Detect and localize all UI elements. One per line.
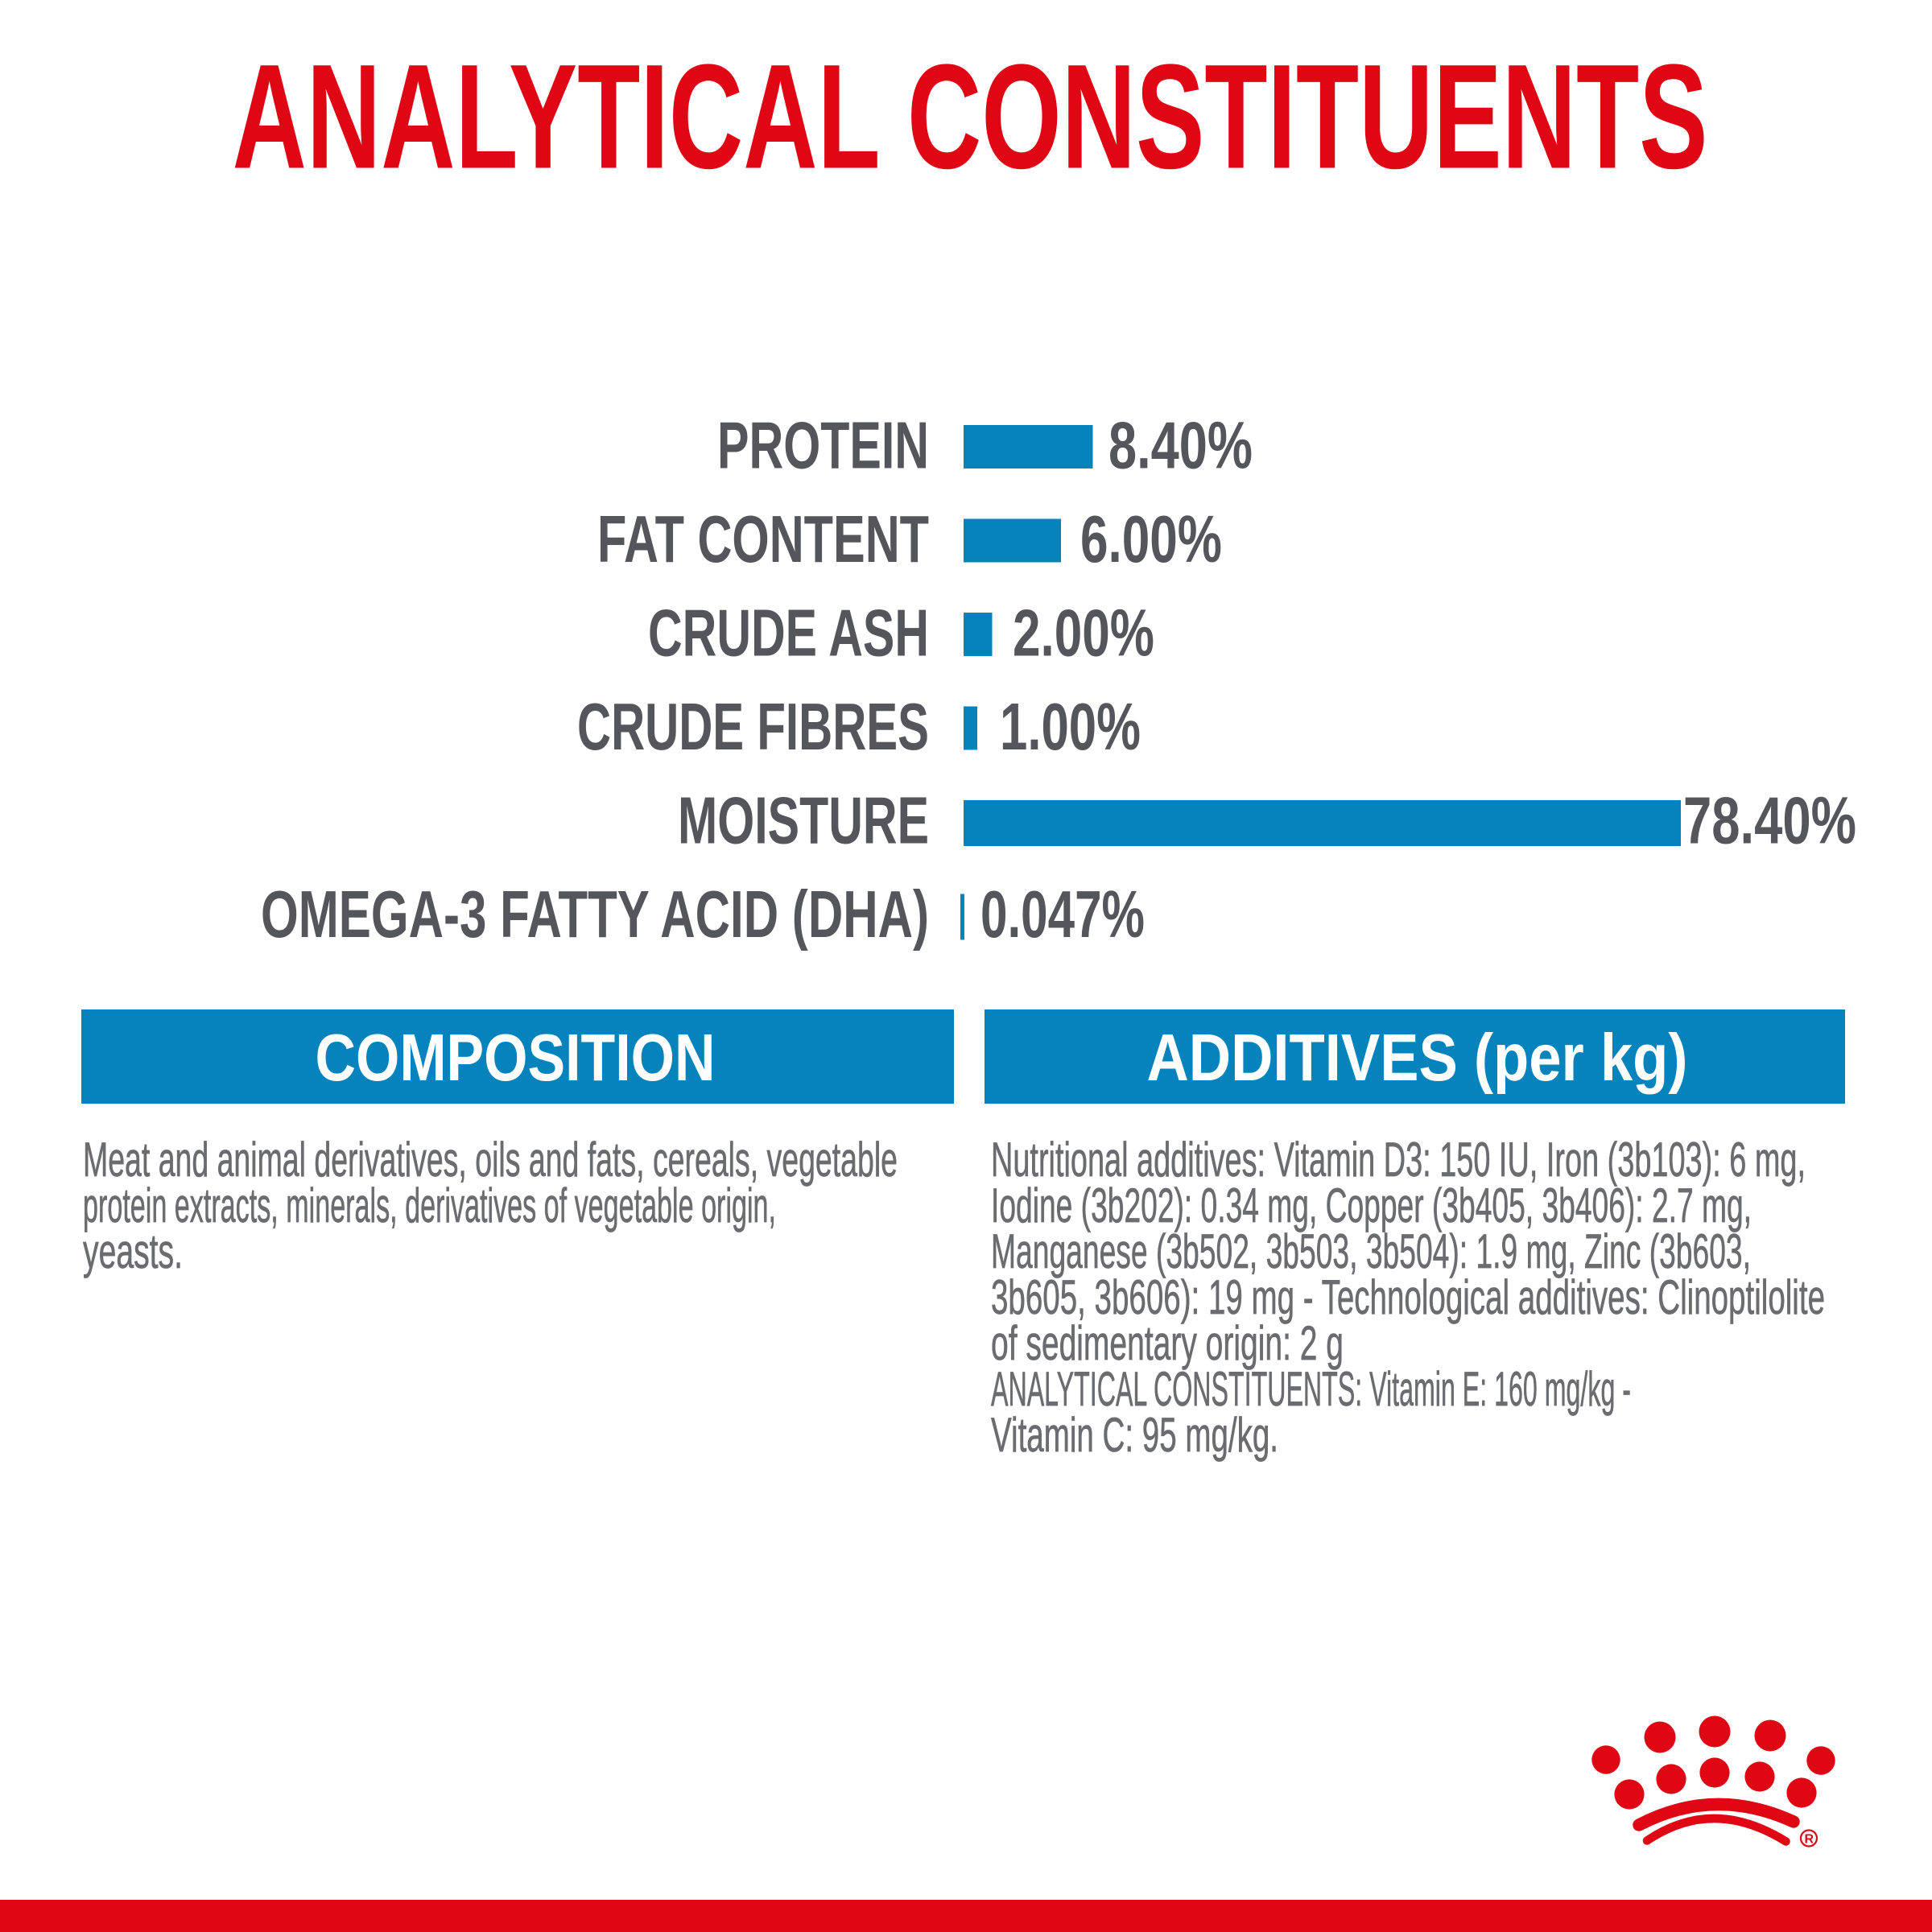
svg-text:FAT CONTENT: FAT CONTENT bbox=[597, 502, 929, 576]
svg-text:ADDITIVES (per kg): ADDITIVES (per kg) bbox=[1147, 1021, 1688, 1095]
svg-text:78.40%: 78.40% bbox=[1683, 784, 1856, 858]
svg-text:MOISTURE: MOISTURE bbox=[678, 784, 929, 858]
svg-text:Vitamin C: 95 mg/kg.: Vitamin C: 95 mg/kg. bbox=[991, 1408, 1278, 1462]
svg-text:ANALYTICAL CONSTITUENTS: Vitam: ANALYTICAL CONSTITUENTS: Vitamin E: 160 … bbox=[991, 1362, 1631, 1416]
svg-text:CRUDE FIBRES: CRUDE FIBRES bbox=[577, 690, 929, 764]
svg-text:CRUDE ASH: CRUDE ASH bbox=[648, 597, 929, 671]
svg-text:protein extracts, minerals, de: protein extracts, minerals, derivatives … bbox=[83, 1179, 776, 1232]
svg-text:3b605, 3b606): 19 mg - Technol: 3b605, 3b606): 19 mg - Technological add… bbox=[991, 1270, 1825, 1324]
svg-text:6.00%: 6.00% bbox=[1080, 502, 1222, 576]
svg-text:PROTEIN: PROTEIN bbox=[717, 409, 929, 483]
svg-text:R: R bbox=[1805, 1832, 1814, 1846]
svg-text:yeasts.: yeasts. bbox=[83, 1224, 183, 1278]
svg-text:OMEGA-3 FATTY ACID (DHA): OMEGA-3 FATTY ACID (DHA) bbox=[261, 877, 929, 952]
svg-text:COMPOSITION: COMPOSITION bbox=[316, 1021, 716, 1095]
svg-text:Manganese (3b502, 3b503, 3b504: Manganese (3b502, 3b503, 3b504): 1.9 mg,… bbox=[991, 1224, 1751, 1278]
svg-text:Nutritional additives: Vitamin: Nutritional additives: Vitamin D3: 150 I… bbox=[991, 1133, 1806, 1187]
svg-text:of sedimentary origin: 2 g: of sedimentary origin: 2 g bbox=[991, 1316, 1344, 1370]
svg-text:Meat and animal derivatives, o: Meat and animal derivatives, oils and fa… bbox=[83, 1133, 898, 1187]
svg-text:2.00%: 2.00% bbox=[1013, 597, 1154, 671]
svg-text:Iodine (3b202): 0.34 mg, Coppe: Iodine (3b202): 0.34 mg, Copper (3b405, … bbox=[991, 1179, 1752, 1232]
svg-text:8.40%: 8.40% bbox=[1108, 409, 1253, 483]
svg-text:1.00%: 1.00% bbox=[1000, 690, 1141, 764]
svg-text:ANALYTICAL CONSTITUENTS: ANALYTICAL CONSTITUENTS bbox=[233, 35, 1708, 200]
svg-text:0.047%: 0.047% bbox=[980, 877, 1145, 952]
